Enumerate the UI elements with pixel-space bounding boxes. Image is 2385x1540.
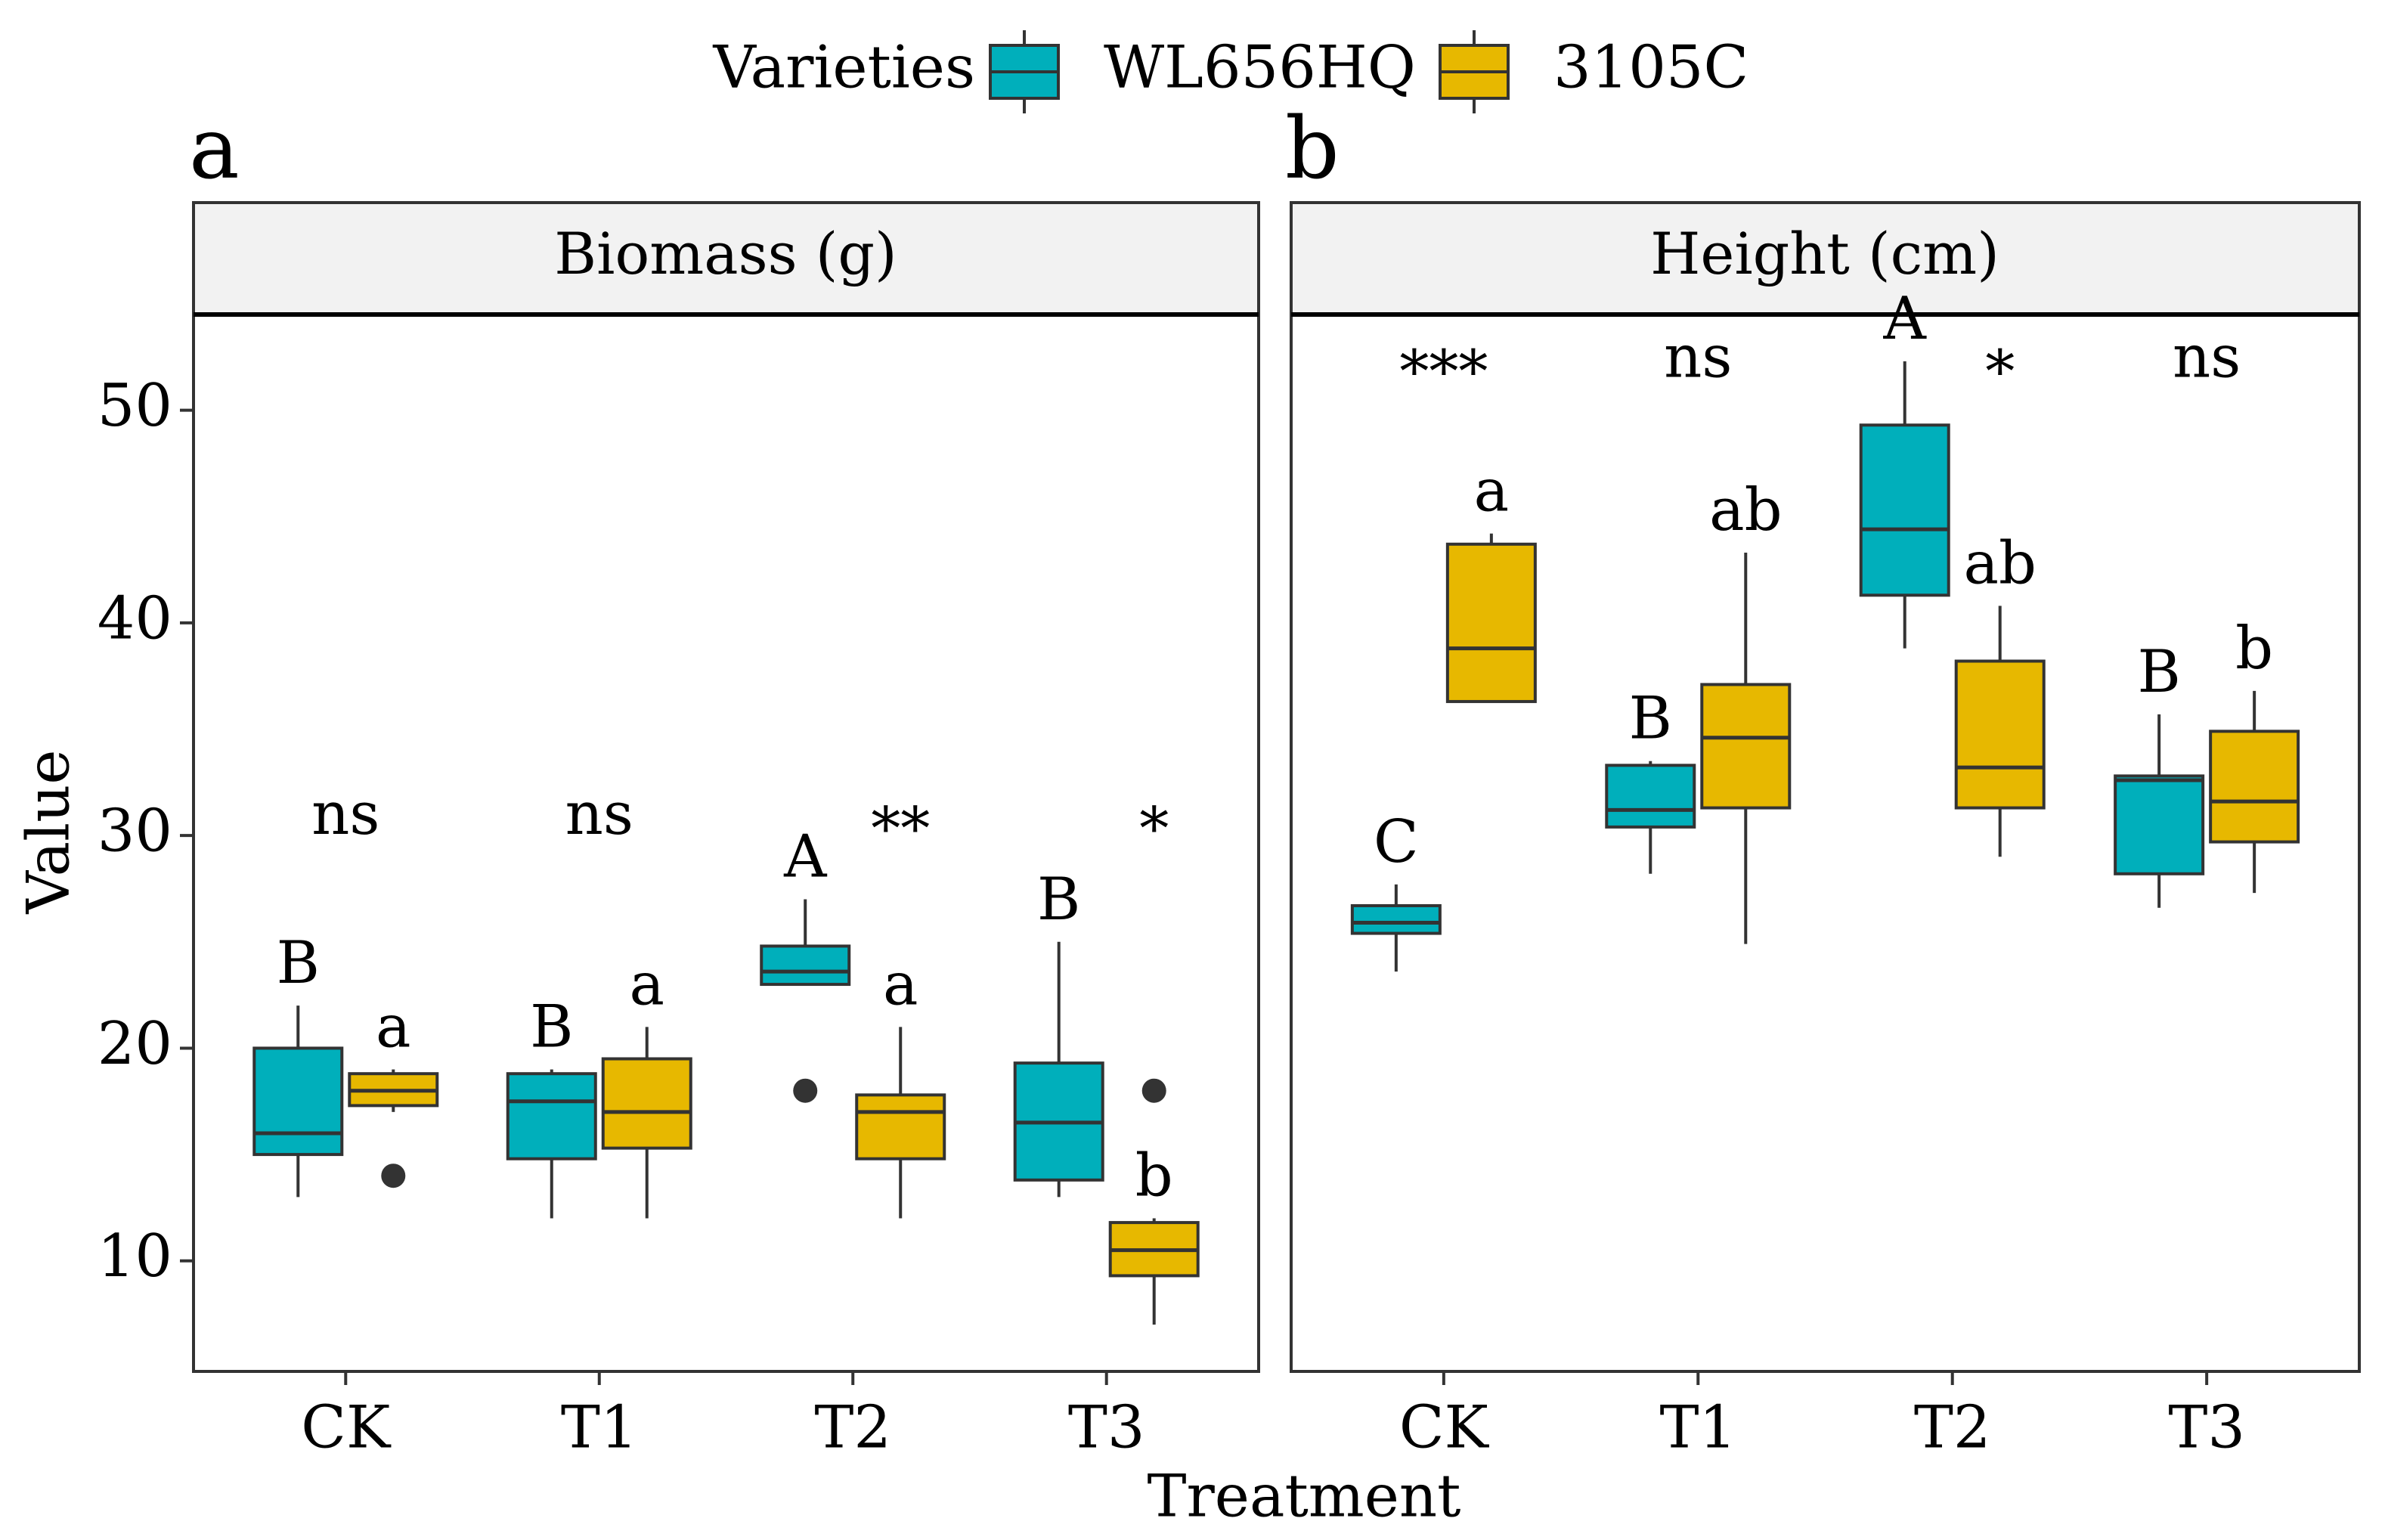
y-tick-label-10: 10 [98, 1222, 172, 1291]
box-a-t2-3105c-letter: a [883, 950, 918, 1018]
legend-label-3105c: 3105C [1553, 34, 1748, 102]
significance-b-t2: * [1985, 338, 2015, 406]
y-tick-label-50: 50 [98, 372, 172, 440]
x-tick-label-a-t1: T1 [561, 1394, 638, 1462]
box-b-ck-wl656hq-letter: C [1374, 808, 1419, 876]
box-b-t2-3105c-letter: ab [1963, 529, 2036, 597]
panel-a-title: Biomass (g) [554, 220, 897, 287]
panel-b-title: Height (cm) [1650, 220, 1999, 287]
y-tick-label-20: 20 [98, 1010, 172, 1078]
panel-a-strip [192, 201, 1260, 316]
panel-b: Height (cm) CK T1 T2 T3 C B A Ba ab ab b *** ns * ns [1290, 201, 2361, 1462]
panel-b-strip [1290, 201, 2361, 316]
box-b-t2-wl656hq-letter: A [1883, 285, 1928, 353]
x-tick-label-b-t1: T1 [1659, 1394, 1736, 1462]
box-a-t3-3105c-letter: b [1135, 1142, 1173, 1210]
box-b-t1-wl656hq-box [1605, 764, 1696, 829]
significance-b-t3: ns [2173, 323, 2241, 391]
significance-b-ck: *** [1399, 338, 1488, 406]
box-a-t2-wl656hq-letter: A [783, 823, 828, 891]
x-tick-label-a-t3: T3 [1068, 1394, 1145, 1462]
legend-key-wl656hq [989, 30, 1060, 113]
significance-a-t3: * [1139, 795, 1169, 863]
box-b-t1-3105c-letter: ab [1709, 476, 1782, 544]
box-a-t2-wl656hq-outlier-0 [793, 1078, 818, 1103]
box-b-t2-3105c-box [1954, 659, 2046, 810]
box-a-t3-wl656hq-letter: B [1037, 866, 1080, 934]
box-a-t1-3105c-box [601, 1057, 692, 1150]
legend-label-wl656hq: WL656HQ [1104, 34, 1416, 102]
box-a-ck-3105c-letter: a [376, 993, 411, 1061]
legend-title: Varieties [712, 34, 975, 102]
x-axis-title: Treatment [1147, 1463, 1460, 1531]
significance-a-t1: ns [565, 780, 633, 848]
box-b-t1-wl656hq-letter: B [1629, 685, 1672, 753]
panel-letter-a: a [189, 100, 240, 198]
y-tick-label-40: 40 [98, 584, 172, 652]
x-tick-label-b-t3: T3 [2168, 1394, 2245, 1462]
box-a-t3-3105c-outlier-0 [1141, 1078, 1166, 1103]
significance-a-t2: ** [871, 795, 930, 863]
x-tick-label-a-t2: T2 [814, 1394, 891, 1462]
y-axis: 10 20 30 40 50 [98, 372, 194, 1291]
box-b-t2-wl656hq-box [1859, 423, 1950, 597]
box-b-t3-3105c-box [2209, 730, 2300, 844]
box-a-t1-3105c-letter: a [630, 950, 665, 1018]
box-b-ck-3105c-box [1445, 542, 1537, 703]
box-a-t2-wl656hq-box [760, 944, 851, 987]
x-tick-label-b-ck: CK [1399, 1394, 1490, 1462]
x-tick-label-a-ck: CK [301, 1394, 392, 1462]
significance-b-t1: ns [1664, 323, 1732, 391]
legend: Varieties WL656HQ 3105C [712, 30, 1748, 113]
box-b-t3-wl656hq-box [2114, 774, 2205, 875]
panel-letter-b: b [1285, 100, 1340, 198]
box-b-t3-wl656hq-letter: B [2137, 638, 2180, 706]
box-a-ck-wl656hq-letter: B [277, 929, 320, 997]
box-a-ck-wl656hq-box [252, 1046, 344, 1157]
box-a-t1-wl656hq-box [506, 1072, 597, 1160]
box-b-ck-wl656hq-box [1350, 903, 1442, 935]
box-a-ck-3105c-outlier-0 [381, 1164, 406, 1188]
box-a-t1-wl656hq-letter: B [530, 993, 573, 1061]
significance-a-ck: ns [311, 780, 379, 848]
box-a-t2-3105c-box [855, 1093, 946, 1160]
y-axis-title: Value [15, 749, 83, 914]
box-b-t1-3105c-box [1700, 683, 1792, 810]
legend-key-3105c [1439, 30, 1510, 113]
box-b-t3-3105c-letter: b [2235, 615, 2273, 683]
y-tick-label-30: 30 [98, 798, 172, 866]
box-b-ck-3105c-letter: a [1474, 457, 1510, 525]
x-tick-label-b-t2: T2 [1914, 1394, 1991, 1462]
